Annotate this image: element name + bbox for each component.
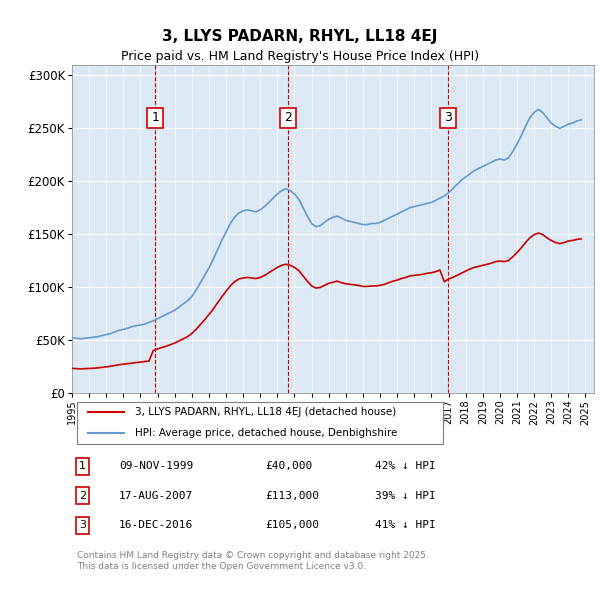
Text: Price paid vs. HM Land Registry's House Price Index (HPI): Price paid vs. HM Land Registry's House … xyxy=(121,50,479,63)
Text: 1: 1 xyxy=(151,112,159,124)
Text: £40,000: £40,000 xyxy=(265,461,313,471)
FancyBboxPatch shape xyxy=(77,402,443,444)
Text: 1: 1 xyxy=(79,461,86,471)
Text: 2: 2 xyxy=(284,112,292,124)
Text: 16-DEC-2016: 16-DEC-2016 xyxy=(119,520,193,530)
Text: 39% ↓ HPI: 39% ↓ HPI xyxy=(375,491,436,501)
Text: £113,000: £113,000 xyxy=(265,491,319,501)
Text: 3, LLYS PADARN, RHYL, LL18 4EJ (detached house): 3, LLYS PADARN, RHYL, LL18 4EJ (detached… xyxy=(134,407,396,417)
Text: 41% ↓ HPI: 41% ↓ HPI xyxy=(375,520,436,530)
Text: 17-AUG-2007: 17-AUG-2007 xyxy=(119,491,193,501)
Text: 2: 2 xyxy=(79,491,86,501)
Text: 42% ↓ HPI: 42% ↓ HPI xyxy=(375,461,436,471)
Text: 3: 3 xyxy=(444,112,452,124)
Text: 3, LLYS PADARN, RHYL, LL18 4EJ: 3, LLYS PADARN, RHYL, LL18 4EJ xyxy=(163,30,437,44)
Text: Contains HM Land Registry data © Crown copyright and database right 2025.
This d: Contains HM Land Registry data © Crown c… xyxy=(77,552,429,571)
Text: 09-NOV-1999: 09-NOV-1999 xyxy=(119,461,193,471)
Text: £105,000: £105,000 xyxy=(265,520,319,530)
Text: HPI: Average price, detached house, Denbighshire: HPI: Average price, detached house, Denb… xyxy=(134,428,397,438)
Text: 3: 3 xyxy=(79,520,86,530)
